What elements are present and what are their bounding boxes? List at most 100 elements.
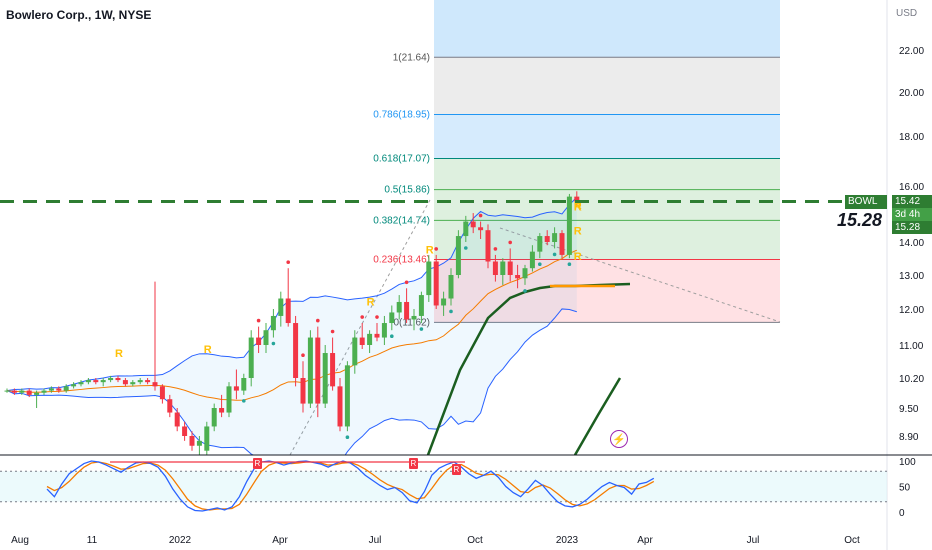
fib-level-label: 0(11.62) <box>393 317 430 328</box>
candle-body <box>463 221 469 237</box>
candle-body <box>367 333 373 345</box>
candle-body <box>211 408 217 427</box>
candle-body <box>396 301 402 313</box>
candle-body <box>115 378 121 381</box>
stoch-flag-box <box>409 458 418 469</box>
candle-body <box>322 353 328 404</box>
psar-dot <box>404 280 409 285</box>
candle-body <box>152 382 158 387</box>
candle-body <box>470 221 476 228</box>
fib-extension-line <box>499 227 781 323</box>
big-price-value: 15.28 <box>836 210 882 230</box>
fib-level-label: 1(21.64) <box>393 52 430 63</box>
candle-body <box>263 330 269 345</box>
price-tick-label: 14.00 <box>899 238 924 249</box>
r-signal-label: R <box>426 244 434 256</box>
candle-body <box>433 261 439 306</box>
candle-body <box>359 337 365 345</box>
candle-body <box>248 337 254 378</box>
candle-body <box>448 275 454 299</box>
price-tick-label: 10.20 <box>899 374 924 385</box>
candle-body <box>130 382 136 385</box>
stoch-tick-label: 100 <box>899 457 916 468</box>
candle-body <box>4 390 10 392</box>
time-tick-label: 2023 <box>556 535 579 546</box>
price-tick-label: 9.50 <box>899 404 919 415</box>
candle-body <box>41 390 47 393</box>
r-signal-label: R <box>574 200 582 212</box>
price-tick-label: 20.00 <box>899 88 924 99</box>
stoch-flag-label: R <box>411 459 417 468</box>
time-tick-label: Jul <box>747 535 760 546</box>
candle-body <box>78 382 84 385</box>
fib-level-label: 0.618(17.07) <box>373 154 430 165</box>
candle-body <box>122 380 128 385</box>
ma-line-fast <box>573 377 622 455</box>
last-price-tag: 15.42 <box>892 195 932 208</box>
price-tick-label: 18.00 <box>899 132 924 143</box>
candle-body <box>485 230 491 262</box>
psar-dot <box>508 240 512 245</box>
psar-dot <box>375 315 379 319</box>
fib-zone <box>434 57 780 115</box>
psar-dot <box>478 213 483 218</box>
stoch-tick-label: 50 <box>899 483 911 494</box>
candle-body <box>344 365 350 427</box>
psar-dot <box>360 315 365 319</box>
r-signal-label: R <box>574 251 582 263</box>
close-price-tag: 15.28 <box>892 221 932 234</box>
stoch-flag-box <box>253 458 262 469</box>
candle-body <box>381 323 387 338</box>
candle-body <box>226 386 232 413</box>
psar-dot <box>242 399 246 403</box>
candle-body <box>300 378 306 404</box>
candle-body <box>404 301 410 320</box>
r-signal-label: R <box>574 201 582 213</box>
bollinger-fill <box>7 197 577 455</box>
candle-body <box>85 380 91 383</box>
candle-body <box>426 261 432 296</box>
stoch-flag-label: R <box>454 465 460 474</box>
chart-title: Bowlero Corp., 1W, NYSE <box>6 8 152 22</box>
fib-level-label: 0.786(18.95) <box>373 110 430 121</box>
candle-body <box>11 390 17 393</box>
time-tick-label: Oct <box>467 535 483 546</box>
price-tick-label: 11.00 <box>899 341 924 352</box>
price-tick-label: 8.90 <box>899 432 919 443</box>
psar-dot <box>330 329 335 334</box>
candle-body <box>566 196 572 255</box>
candle-body <box>293 323 299 378</box>
psar-dot <box>523 289 527 293</box>
candle-body <box>204 426 210 451</box>
candle-body <box>315 337 321 404</box>
time-tick-label: Apr <box>272 535 288 546</box>
psar-dot <box>390 334 394 339</box>
psar-dot <box>552 252 557 257</box>
psar-dot <box>567 262 572 266</box>
candle-body <box>418 295 424 316</box>
bar-timer-tag: 3d 4h <box>892 208 932 221</box>
symbol-flag: BOWL <box>845 195 887 209</box>
candle-body <box>374 333 380 338</box>
fib-level-label: 0.5(15.86) <box>384 185 430 196</box>
psar-dot <box>434 247 439 251</box>
candle-body <box>352 337 358 366</box>
candle-body <box>337 386 343 427</box>
price-tick-label: 13.00 <box>899 271 924 282</box>
stoch-k-line <box>46 460 655 512</box>
fib-zone <box>434 114 780 159</box>
candle-body <box>492 261 498 275</box>
stoch-band <box>0 471 887 502</box>
stoch-flag-label: R <box>255 459 261 468</box>
main-pane: 1(21.64) 0.786(18.95) 0.618(17.07) 0.5(15.8… <box>0 0 887 455</box>
psar-dot <box>256 318 261 323</box>
price-tick-label: 16.00 <box>899 182 924 193</box>
candle-body <box>478 227 484 231</box>
candle-body <box>544 236 550 242</box>
candle-body <box>241 378 247 391</box>
lightning-icon[interactable]: ⚡ <box>610 430 628 448</box>
psar-dot <box>301 353 305 357</box>
time-tick-label: Aug <box>11 535 29 546</box>
bollinger-basis <box>6 249 578 401</box>
